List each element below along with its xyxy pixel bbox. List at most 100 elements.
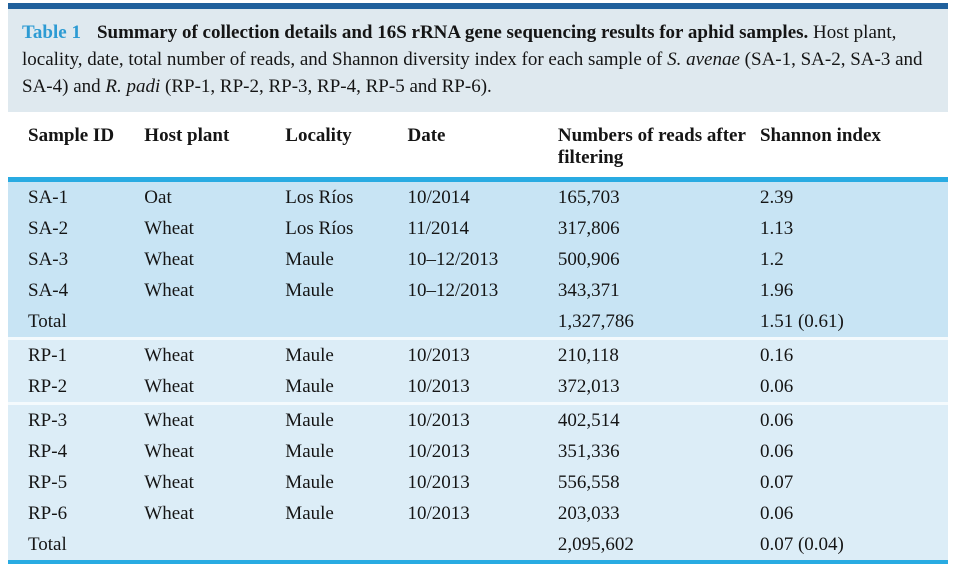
cell-reads: 556,558	[557, 467, 760, 498]
cell-date: 10/2013	[407, 371, 558, 404]
table-row-total-rp: Total 2,095,602 0.07 (0.04)	[8, 529, 948, 564]
top-rule	[8, 3, 948, 9]
cell-locality: Maule	[285, 371, 408, 404]
caption-species-2: R. padi	[105, 76, 161, 97]
cell-sample-id: RP-2	[8, 371, 145, 404]
table-row-rp-1: RP-1 Wheat Maule 10/2013 210,118 0.16	[8, 337, 948, 371]
results-table: Sample ID Host plant Locality Date Numbe…	[8, 119, 948, 564]
cell-date: 10/2013	[407, 436, 558, 467]
cell-sample-id: RP-5	[8, 467, 145, 498]
table-row-rp-3: RP-3 Wheat Maule 10/2013 402,514 0.06	[8, 402, 948, 436]
cell-shannon: 0.06	[759, 498, 948, 529]
cell-host-plant: Wheat	[144, 498, 286, 529]
table-row-rp-2: RP-2 Wheat Maule 10/2013 372,013 0.06	[8, 371, 948, 404]
cell-sample-id: SA-1	[8, 179, 145, 213]
cell-locality: Maule	[285, 436, 408, 467]
table-caption: Table 1 Summary of collection details and…	[8, 9, 948, 112]
column-header-host-plant: Host plant	[144, 119, 286, 182]
cell-shannon: 1.51 (0.61)	[759, 306, 948, 339]
column-header-shannon: Shannon index	[759, 119, 948, 182]
cell-reads: 372,013	[557, 371, 760, 404]
table-row-sa-2: SA-2 Wheat Los Ríos 11/2014 317,806 1.13	[8, 213, 948, 244]
column-header-reads: Numbers of reads after filtering	[557, 119, 760, 182]
cell-shannon: 0.06	[759, 436, 948, 467]
caption-title: Summary of collection details and 16S rR…	[96, 22, 809, 43]
cell-locality	[285, 529, 408, 564]
cell-host-plant	[144, 306, 286, 339]
cell-date	[407, 529, 558, 564]
cell-date: 10/2013	[407, 337, 558, 371]
cell-reads: 317,806	[557, 213, 760, 244]
column-header-date: Date	[407, 119, 558, 182]
cell-locality: Maule	[285, 498, 408, 529]
caption-text-3: (RP-1, RP-2, RP-3, RP-4, RP-5 and RP-6).	[160, 76, 492, 97]
table-header: Sample ID Host plant Locality Date Numbe…	[8, 119, 948, 182]
table-row-rp-6: RP-6 Wheat Maule 10/2013 203,033 0.06	[8, 498, 948, 529]
cell-shannon: 0.06	[759, 402, 948, 436]
cell-host-plant: Wheat	[144, 337, 286, 371]
cell-host-plant: Wheat	[144, 371, 286, 404]
cell-shannon: 1.96	[759, 275, 948, 306]
cell-shannon: 0.07	[759, 467, 948, 498]
cell-reads: 500,906	[557, 244, 760, 275]
column-header-locality: Locality	[285, 119, 408, 182]
table-row-rp-4: RP-4 Wheat Maule 10/2013 351,336 0.06	[8, 436, 948, 467]
cell-reads: 2,095,602	[557, 529, 760, 564]
cell-sample-id: Total	[8, 306, 145, 339]
cell-reads: 343,371	[557, 275, 760, 306]
table-row-rp-5: RP-5 Wheat Maule 10/2013 556,558 0.07	[8, 467, 948, 498]
table-row-sa-4: SA-4 Wheat Maule 10–12/2013 343,371 1.96	[8, 275, 948, 306]
cell-reads: 351,336	[557, 436, 760, 467]
cell-locality: Maule	[285, 467, 408, 498]
cell-sample-id: Total	[8, 529, 145, 564]
cell-sample-id: SA-3	[8, 244, 145, 275]
cell-host-plant: Wheat	[144, 244, 286, 275]
cell-sample-id: RP-4	[8, 436, 145, 467]
cell-sample-id: SA-2	[8, 213, 145, 244]
cell-shannon: 1.13	[759, 213, 948, 244]
cell-reads: 1,327,786	[557, 306, 760, 339]
cell-sample-id: SA-4	[8, 275, 145, 306]
column-header-sample-id: Sample ID	[8, 119, 145, 182]
cell-date: 10/2013	[407, 402, 558, 436]
cell-shannon: 1.2	[759, 244, 948, 275]
cell-host-plant: Wheat	[144, 213, 286, 244]
cell-date: 10/2013	[407, 467, 558, 498]
cell-host-plant: Wheat	[144, 436, 286, 467]
table-number-label: Table 1	[22, 22, 81, 43]
cell-sample-id: RP-1	[8, 337, 145, 371]
cell-shannon: 0.16	[759, 337, 948, 371]
cell-date: 10/2013	[407, 498, 558, 529]
cell-shannon: 0.07 (0.04)	[759, 529, 948, 564]
cell-reads: 210,118	[557, 337, 760, 371]
cell-reads: 402,514	[557, 402, 760, 436]
table-row-sa-3: SA-3 Wheat Maule 10–12/2013 500,906 1.2	[8, 244, 948, 275]
cell-locality: Los Ríos	[285, 179, 408, 213]
cell-date: 10–12/2013	[407, 244, 558, 275]
table-body: SA-1 Oat Los Ríos 10/2014 165,703 2.39 S…	[8, 179, 948, 564]
cell-locality: Maule	[285, 275, 408, 306]
cell-locality: Maule	[285, 402, 408, 436]
cell-date: 10–12/2013	[407, 275, 558, 306]
cell-locality: Maule	[285, 244, 408, 275]
cell-sample-id: RP-3	[8, 402, 145, 436]
cell-locality: Los Ríos	[285, 213, 408, 244]
cell-shannon: 2.39	[759, 179, 948, 213]
cell-locality	[285, 306, 408, 339]
cell-reads: 203,033	[557, 498, 760, 529]
cell-host-plant: Wheat	[144, 402, 286, 436]
cell-host-plant: Oat	[144, 179, 286, 213]
table-row-total-sa: Total 1,327,786 1.51 (0.61)	[8, 306, 948, 339]
header-row: Sample ID Host plant Locality Date Numbe…	[8, 119, 948, 182]
table-row-sa-1: SA-1 Oat Los Ríos 10/2014 165,703 2.39	[8, 179, 948, 213]
caption-text-2: (SA-1, SA-2, SA-3 and SA-4) and	[22, 49, 923, 97]
caption-species-1: S. avenae	[667, 49, 740, 70]
cell-locality: Maule	[285, 337, 408, 371]
cell-shannon: 0.06	[759, 371, 948, 404]
cell-date: 10/2014	[407, 179, 558, 213]
cell-sample-id: RP-6	[8, 498, 145, 529]
cell-date	[407, 306, 558, 339]
cell-reads: 165,703	[557, 179, 760, 213]
cell-date: 11/2014	[407, 213, 558, 244]
